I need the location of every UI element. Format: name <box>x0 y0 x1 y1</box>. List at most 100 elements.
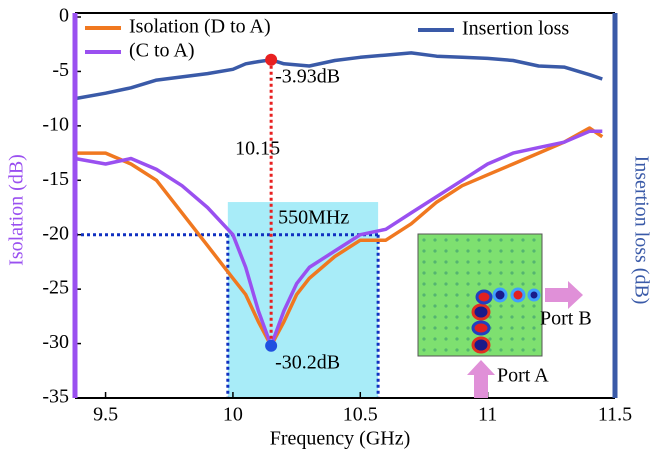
y2-axis-title: Insertion loss (dB) <box>630 156 652 305</box>
inset-dot <box>466 293 470 297</box>
inset-dot <box>466 260 470 264</box>
inset-dot <box>422 249 426 253</box>
inset-dot <box>532 315 536 319</box>
x-axis-title: Frequency (GHz) <box>270 428 411 450</box>
inset-dot <box>422 293 426 297</box>
inset-dot <box>422 326 426 330</box>
inset-dot <box>521 326 525 330</box>
inset-dot <box>466 337 470 341</box>
inset-dot <box>477 238 481 242</box>
inset-dot <box>510 271 514 275</box>
inset-dot <box>455 304 459 308</box>
inset-dot <box>422 315 426 319</box>
inset-dot <box>532 304 536 308</box>
band-label: 550MHz <box>278 206 349 228</box>
inset-dot <box>444 337 448 341</box>
inset-dot <box>499 315 503 319</box>
inset-dot <box>444 348 448 352</box>
y-axis-title: Isolation (dB) <box>6 154 28 266</box>
inset-dot <box>510 337 514 341</box>
y-tick-label: -15 <box>42 168 69 190</box>
inset-dot <box>444 282 448 286</box>
inset-dot <box>422 304 426 308</box>
inset-dot <box>466 282 470 286</box>
inset-dot <box>521 337 525 341</box>
inset-dot <box>488 282 492 286</box>
inset-dot <box>532 260 536 264</box>
inset-dot <box>422 238 426 242</box>
inset-dot <box>455 271 459 275</box>
inset-dot <box>455 326 459 330</box>
inset-dot <box>510 249 514 253</box>
marker <box>265 339 278 352</box>
series-line <box>74 51 603 101</box>
series-line <box>75 126 604 348</box>
inset-dot <box>455 293 459 297</box>
port-label: Port A <box>497 365 549 387</box>
port-label: Port B <box>540 308 592 330</box>
inset-dot <box>444 260 448 264</box>
inset-dot <box>433 348 437 352</box>
marker <box>265 53 278 66</box>
inset-mode <box>471 287 541 354</box>
series-line <box>74 129 603 348</box>
inset-dot <box>477 249 481 253</box>
inset-dot <box>521 304 525 308</box>
x-tick-label: 10 <box>223 404 243 426</box>
x-tick-label: 9.5 <box>93 404 118 426</box>
inset-dot <box>433 249 437 253</box>
inset-dot <box>488 260 492 264</box>
arrow <box>467 360 495 398</box>
arrow <box>545 281 583 309</box>
inset-dot <box>510 282 514 286</box>
inset-dot <box>532 337 536 341</box>
inset-dot <box>444 249 448 253</box>
x-tick-label: 11 <box>478 404 497 426</box>
y-tick-label: -35 <box>42 386 69 408</box>
legend-label: Isolation (D to A) <box>129 16 271 38</box>
inset-dot <box>433 337 437 341</box>
inset-dot <box>444 315 448 319</box>
inset-dot <box>510 315 514 319</box>
inset-dot <box>499 271 503 275</box>
inset-dot <box>466 348 470 352</box>
inset-dot <box>466 326 470 330</box>
inset-dot <box>532 238 536 242</box>
center-label: 10.15 <box>235 138 280 160</box>
inset-dot <box>422 260 426 264</box>
marker-label: -30.2dB <box>275 351 340 373</box>
inset-dot <box>488 238 492 242</box>
inset-dot <box>466 271 470 275</box>
y-tick-label: 0 <box>59 5 69 27</box>
inset-dot <box>521 271 525 275</box>
inset-dot <box>455 238 459 242</box>
inset-dot <box>499 282 503 286</box>
inset-dot <box>488 337 492 341</box>
inset-dot <box>455 348 459 352</box>
inset-dot <box>422 348 426 352</box>
inset-dot <box>510 326 514 330</box>
inset-dot <box>499 238 503 242</box>
inset-dot <box>444 304 448 308</box>
inset-dot <box>499 260 503 264</box>
inset-dot <box>532 326 536 330</box>
inset-dot <box>455 315 459 319</box>
inset-dot <box>433 260 437 264</box>
inset-dot <box>499 304 503 308</box>
inset-dot <box>499 326 503 330</box>
inset-dot <box>488 249 492 253</box>
inset-dot <box>422 282 426 286</box>
x-tick-label: 11.5 <box>598 404 632 426</box>
inset-dot <box>510 238 514 242</box>
inset-dot <box>477 260 481 264</box>
inset-dot <box>488 271 492 275</box>
inset-dot <box>433 282 437 286</box>
y-tick-label: -20 <box>42 222 69 244</box>
inset-dot <box>532 271 536 275</box>
inset-dot <box>444 271 448 275</box>
inset-dot <box>433 326 437 330</box>
inset-dot <box>477 271 481 275</box>
inset-dot <box>433 304 437 308</box>
inset-dot <box>455 337 459 341</box>
